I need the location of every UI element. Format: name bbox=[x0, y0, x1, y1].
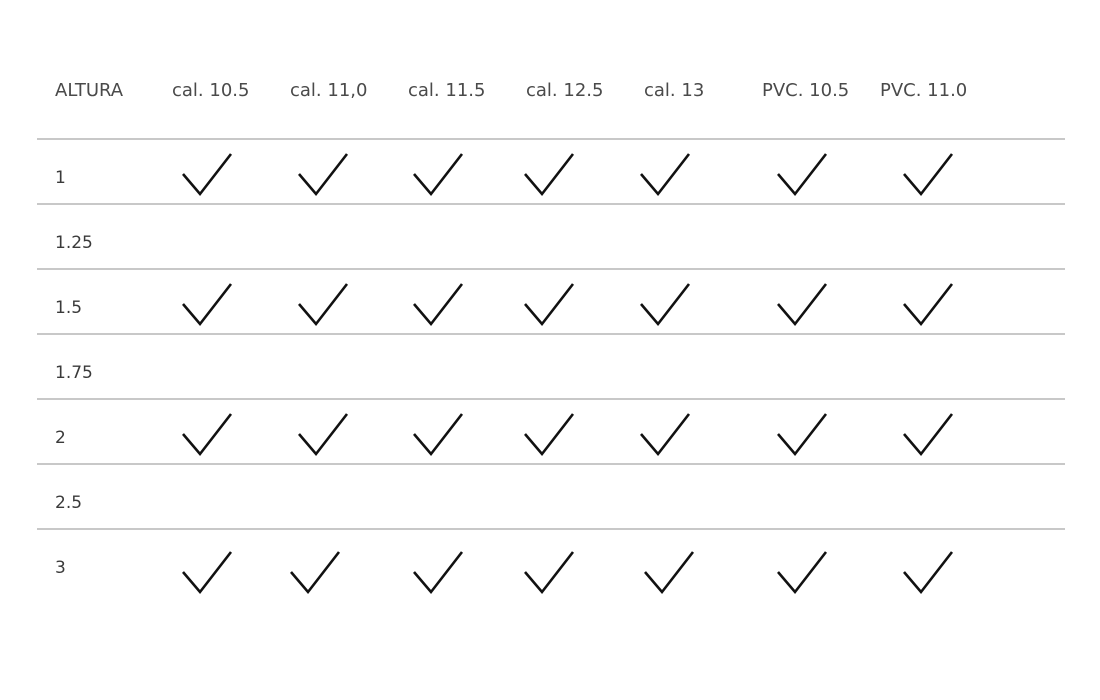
checkmark-icon bbox=[643, 550, 695, 596]
row-altura-label: 2.5 bbox=[55, 493, 83, 513]
checkmark-icon bbox=[412, 550, 464, 596]
spec-table: ALTURA cal. 10.5 cal. 11,0 cal. 11.5 cal… bbox=[37, 0, 1065, 596]
checkmark-icon bbox=[412, 152, 464, 198]
header-cal-13: cal. 13 bbox=[644, 80, 705, 101]
table-body: 1 1.25 1.5 1.75 2 2.5 3 bbox=[37, 140, 1065, 596]
checkmark-icon bbox=[639, 152, 691, 198]
checkmark-icon bbox=[412, 412, 464, 458]
checkmark-icon bbox=[902, 152, 954, 198]
checkmark-icon bbox=[523, 282, 575, 328]
row-altura-label: 1 bbox=[55, 168, 66, 188]
table-row: 3 bbox=[37, 530, 1065, 596]
row-altura-label: 2 bbox=[55, 428, 66, 448]
checkmark-icon bbox=[776, 550, 828, 596]
checkmark-icon bbox=[902, 282, 954, 328]
header-pvc-10-5: PVC. 10.5 bbox=[762, 80, 850, 101]
row-altura-label: 3 bbox=[55, 558, 66, 578]
checkmark-icon bbox=[902, 412, 954, 458]
header-cal-11-0: cal. 11,0 bbox=[290, 80, 368, 101]
checkmark-icon bbox=[181, 282, 233, 328]
table-row: 2.5 bbox=[37, 465, 1065, 530]
checkmark-icon bbox=[523, 550, 575, 596]
row-altura-label: 1.25 bbox=[55, 233, 93, 253]
checkmark-icon bbox=[523, 152, 575, 198]
checkmark-icon bbox=[639, 282, 691, 328]
row-altura-label: 1.5 bbox=[55, 298, 83, 318]
header-pvc-11-0: PVC. 11.0 bbox=[880, 80, 968, 101]
checkmark-icon bbox=[181, 412, 233, 458]
table-row: 1.75 bbox=[37, 335, 1065, 400]
checkmark-icon bbox=[181, 152, 233, 198]
table-row: 1.5 bbox=[37, 270, 1065, 335]
table-row: 1 bbox=[37, 140, 1065, 205]
table-row: 1.25 bbox=[37, 205, 1065, 270]
checkmark-icon bbox=[902, 550, 954, 596]
checkmark-icon bbox=[181, 550, 233, 596]
checkmark-icon bbox=[776, 282, 828, 328]
checkmark-icon bbox=[639, 412, 691, 458]
table-header: ALTURA cal. 10.5 cal. 11,0 cal. 11.5 cal… bbox=[37, 0, 1065, 140]
checkmark-icon bbox=[297, 152, 349, 198]
checkmark-icon bbox=[523, 412, 575, 458]
header-cal-10-5: cal. 10.5 bbox=[172, 80, 250, 101]
checkmark-icon bbox=[776, 412, 828, 458]
row-altura-label: 1.75 bbox=[55, 363, 93, 383]
checkmark-icon bbox=[297, 412, 349, 458]
checkmark-icon bbox=[776, 152, 828, 198]
header-cal-12-5: cal. 12.5 bbox=[526, 80, 604, 101]
table-row: 2 bbox=[37, 400, 1065, 465]
checkmark-icon bbox=[289, 550, 341, 596]
header-cal-11-5: cal. 11.5 bbox=[408, 80, 486, 101]
header-altura: ALTURA bbox=[55, 80, 124, 101]
checkmark-icon bbox=[412, 282, 464, 328]
checkmark-icon bbox=[297, 282, 349, 328]
